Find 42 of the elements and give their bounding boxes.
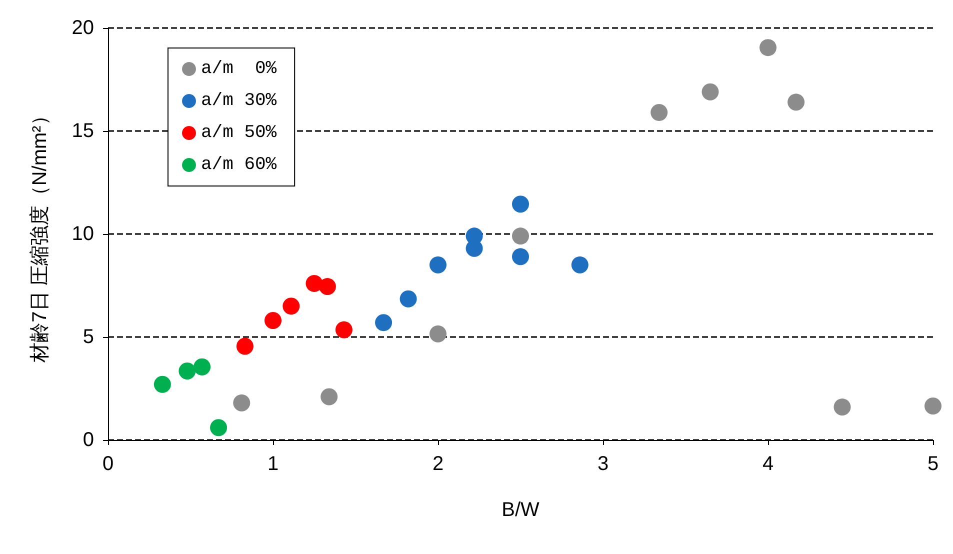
point xyxy=(430,256,446,274)
x-axis-title: B/W xyxy=(502,499,540,521)
point xyxy=(702,83,719,100)
x-tick-label: 4 xyxy=(762,453,774,475)
point xyxy=(924,398,942,415)
point xyxy=(318,278,336,296)
x-tick-label: 0 xyxy=(102,453,114,475)
point xyxy=(154,376,171,393)
x-tick-label: 2 xyxy=(432,453,444,475)
y-tick-label: 0 xyxy=(82,429,94,451)
legend-label: a/m 30% xyxy=(201,91,277,111)
point xyxy=(788,94,805,111)
point xyxy=(375,314,392,332)
point xyxy=(194,358,211,376)
point xyxy=(571,256,588,274)
point xyxy=(430,325,446,342)
y-tick-label: 15 xyxy=(72,120,94,142)
y-axis-title: 材齢7日 圧縮強度（N/mm²） xyxy=(29,106,51,364)
point xyxy=(400,290,417,308)
point xyxy=(178,362,196,380)
y-tick-label: 10 xyxy=(72,223,94,245)
point xyxy=(834,398,851,416)
x-tick-label: 5 xyxy=(927,453,939,475)
x-tick-label: 1 xyxy=(267,453,279,475)
point xyxy=(264,312,282,330)
point xyxy=(335,321,352,338)
legend-label: a/m 0% xyxy=(201,59,277,79)
x-tick-label: 3 xyxy=(597,453,609,475)
point xyxy=(236,338,254,355)
point xyxy=(512,248,529,266)
legend-label: a/m 50% xyxy=(201,123,277,143)
point xyxy=(210,419,228,436)
point xyxy=(233,394,250,412)
point xyxy=(650,104,668,121)
y-tick-label: 20 xyxy=(72,17,94,39)
point xyxy=(760,39,776,56)
point xyxy=(282,298,300,315)
point xyxy=(512,228,529,245)
point xyxy=(320,388,338,406)
y-tick-label: 5 xyxy=(82,326,94,348)
legend-label: a/m 60% xyxy=(201,155,277,175)
point xyxy=(512,196,529,213)
